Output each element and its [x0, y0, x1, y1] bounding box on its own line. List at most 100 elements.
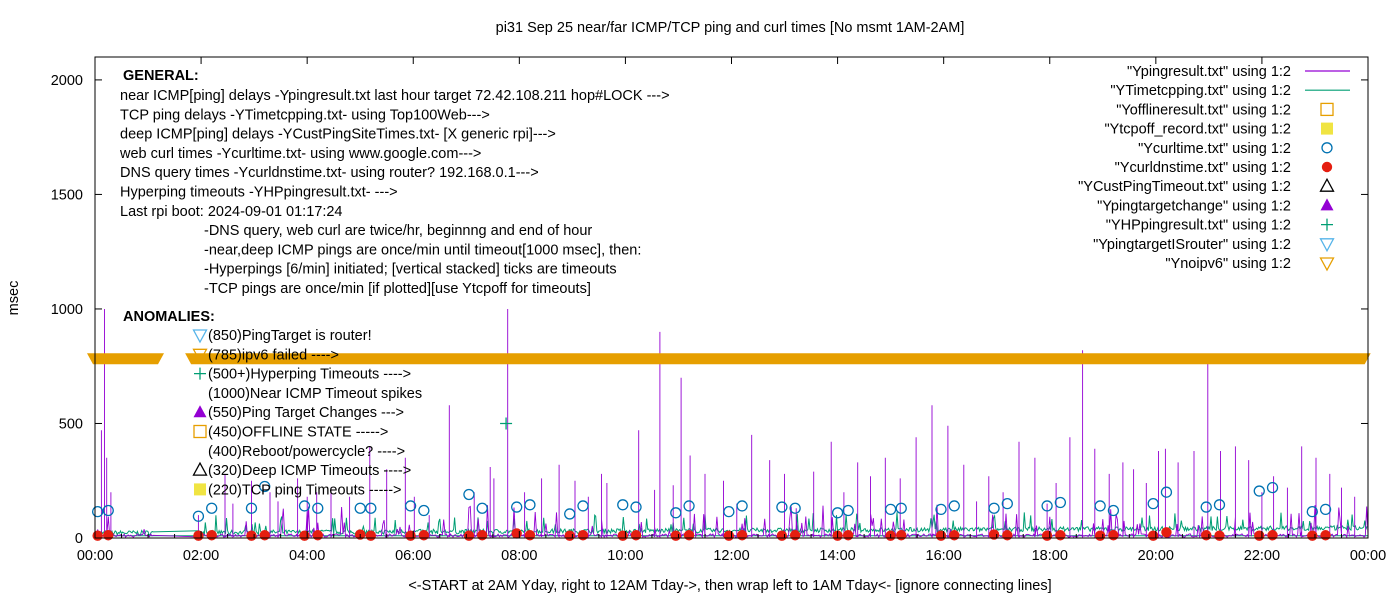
curl-point-28	[884, 503, 897, 516]
general-line-1: TCP ping delays -YTimetcpping.txt- using…	[120, 107, 490, 123]
curl-point-19	[630, 501, 642, 513]
dns-point-29	[896, 530, 907, 541]
dns-point-4	[246, 530, 257, 541]
x-tick-label-12: 00:00	[1350, 548, 1386, 564]
dns-point-42	[1254, 530, 1265, 541]
legend-swatch-3	[1321, 122, 1333, 135]
dns-point-30	[935, 530, 947, 541]
note-line-2: -Hyperpings [6/min] initiated; [vertical…	[204, 262, 617, 278]
curl-point-27	[842, 504, 854, 517]
legend-label-8: "YHPpingresult.txt" using 1:2	[1106, 218, 1291, 234]
dns-point-18	[617, 530, 628, 541]
curl-point-9	[365, 502, 377, 514]
dns-point-45	[1320, 530, 1331, 541]
curl-point-43	[1266, 481, 1279, 494]
anomaly-marker-8	[194, 483, 206, 496]
dns-point-22	[723, 530, 735, 541]
y-tick-label-1: 500	[59, 416, 83, 432]
curl-point-30	[935, 503, 947, 516]
curl-point-32	[988, 502, 1000, 514]
curl-point-16	[564, 508, 576, 520]
x-tick-label-10: 20:00	[1138, 548, 1174, 564]
anomaly-marker-2	[194, 367, 206, 380]
curl-point-22	[723, 506, 735, 518]
curl-point-7	[312, 502, 324, 514]
curl-point-17	[577, 500, 589, 512]
dns-point-21	[683, 530, 695, 541]
general-line-5: Hyperping timeouts -YHPpingresult.txt- -…	[120, 185, 398, 201]
legend: "Ypingresult.txt" using 1:2 "YTimetcpping…	[1078, 64, 1350, 272]
anomaly-line-3: (1000)Near ICMP Timeout spikes	[208, 386, 422, 402]
dns-point-35	[1055, 530, 1066, 541]
dns-point-44	[1307, 530, 1318, 541]
anomaly-line-4: (550)Ping Target Changes --->	[208, 405, 404, 421]
curl-point-37	[1107, 504, 1120, 517]
curl-point-8	[354, 502, 366, 514]
legend-label-6: "YCustPingTimeout.txt" using 1:2	[1078, 179, 1291, 195]
dns-point-1	[103, 530, 114, 541]
curl-point-34	[1041, 500, 1053, 512]
general-line-3: web curl times -Ycurltime.txt- using www…	[119, 146, 481, 162]
dns-point-25	[789, 530, 801, 541]
dns-point-13	[477, 530, 488, 541]
noipv6-band-1	[185, 353, 1371, 365]
legend-swatch-6	[1319, 177, 1335, 192]
curl-point-2	[192, 510, 205, 522]
dns-point-19	[630, 530, 642, 541]
dns-point-7	[312, 530, 323, 541]
y-axis-label: msec	[6, 281, 22, 316]
y-tick-label-2: 1000	[51, 302, 83, 318]
x-tick-label-4: 08:00	[501, 548, 537, 564]
legend-swatch-2	[1320, 102, 1334, 117]
general-line-4: DNS query times -Ycurldnstime.txt- using…	[120, 165, 539, 181]
curl-point-1	[102, 504, 114, 517]
axes: 0 500 1000 1500 2000 00:00 02:00 04:00 06:00 08:0…	[51, 56, 1386, 564]
x-tick-label-8: 16:00	[926, 548, 962, 564]
dns-point-31	[949, 530, 960, 541]
dns-point-2	[193, 530, 204, 541]
dns-point-0	[92, 530, 103, 541]
general-title: GENERAL:	[123, 68, 199, 84]
curl-point-25	[789, 502, 801, 514]
curl-point-42	[1253, 485, 1265, 497]
note-line-0: -DNS query, web curl are twice/hr, begin…	[204, 223, 592, 239]
legend-label-3: "Ytcpoff_record.txt" using 1:2	[1104, 122, 1291, 138]
dns-point-41	[1214, 530, 1225, 541]
legend-swatch-8	[1321, 218, 1333, 231]
x-tick-label-6: 12:00	[713, 548, 749, 564]
annotations: GENERAL: near ICMP[ping] delays -Ypingres…	[119, 68, 670, 498]
anomaly-line-0: (850)PingTarget is router!	[208, 328, 372, 344]
general-line-6: Last rpi boot: 2024-09-01 01:17:24	[120, 204, 343, 220]
dns-point-20	[670, 530, 682, 541]
curl-point-40	[1200, 501, 1212, 513]
x-tick-label-11: 22:00	[1244, 548, 1280, 564]
chart-title: pi31 Sep 25 near/far ICMP/TCP ping and c…	[496, 20, 965, 36]
dns-point-36	[1094, 530, 1106, 541]
dns-point-23	[736, 530, 748, 541]
curl-point-3	[206, 502, 218, 514]
dns-point-3	[206, 530, 217, 541]
dns-point-37	[1108, 530, 1119, 541]
legend-label-10: "Ynoipv6" using 1:2	[1165, 256, 1291, 272]
anomaly-marker-1	[192, 348, 208, 363]
x-tick-label-0: 00:00	[77, 548, 113, 564]
anomaly-line-8: (220)TCP ping Timeouts ----->	[208, 482, 402, 498]
curl-point-15	[524, 499, 536, 511]
dns-point-14	[511, 528, 522, 539]
legend-label-5: "Ycurldnstime.txt" using 1:2	[1115, 160, 1291, 176]
noipv6-band-0	[87, 353, 164, 365]
dns-point-5	[259, 530, 270, 541]
dns-point-12	[463, 530, 475, 541]
dns-point-39	[1161, 527, 1172, 538]
curl-point-10	[404, 500, 417, 512]
curl-point-39	[1160, 486, 1173, 498]
general-line-0: near ICMP[ping] delays -Ypingresult.txt …	[120, 88, 670, 104]
anomaly-line-2: (500+)Hyperping Timeouts ---->	[208, 367, 411, 383]
anomalies-title: ANOMALIES:	[123, 309, 215, 325]
legend-label-9: "YpingtargetISrouter" using 1:2	[1093, 237, 1291, 253]
dns-point-11	[418, 530, 430, 541]
curl-point-36	[1094, 500, 1106, 512]
anomaly-line-5: (450)OFFLINE STATE ----->	[208, 425, 388, 441]
curl-point-38	[1147, 497, 1159, 510]
